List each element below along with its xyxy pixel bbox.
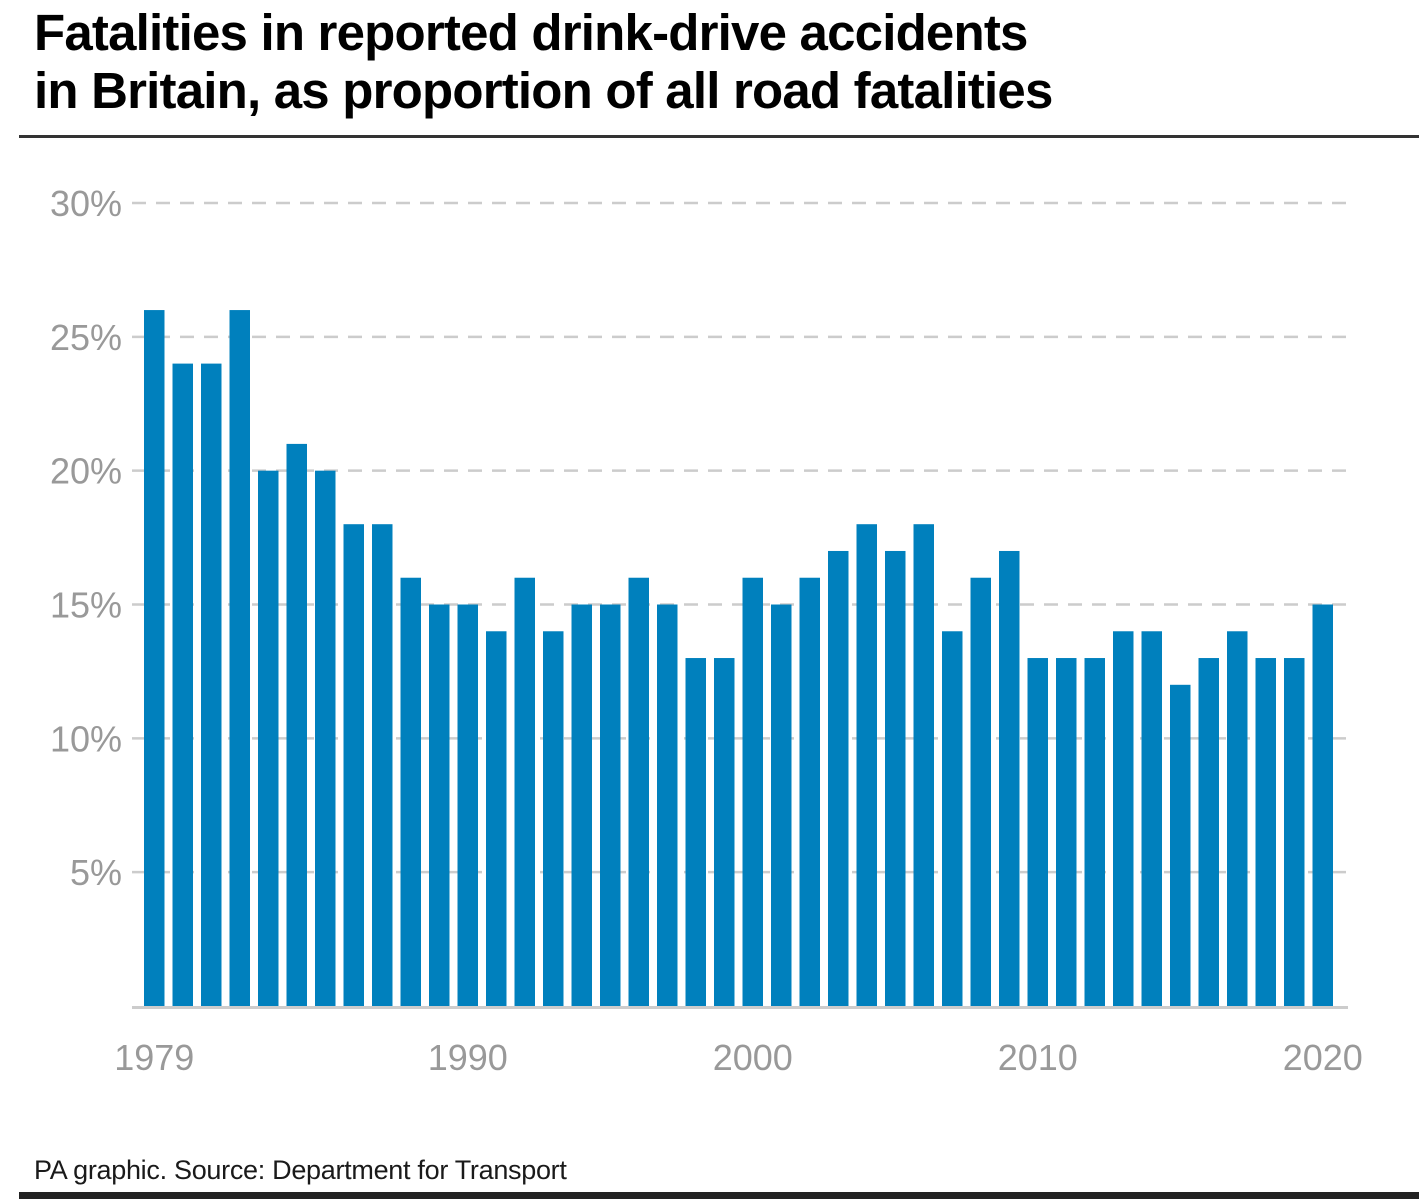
x-tick-label: 2000	[713, 1037, 793, 1078]
bar: 2002: 16%	[799, 577, 820, 1006]
x-tick-label: 2010	[998, 1037, 1078, 1078]
bar: 2001: 15%	[771, 604, 792, 1006]
title-divider	[19, 135, 1419, 138]
bar: 1979: 26%	[144, 310, 165, 1007]
y-tick-label: 5%	[70, 852, 122, 893]
bar: 1998: 13%	[685, 658, 706, 1006]
bar: 2010: 13%	[1027, 658, 1048, 1006]
x-tick-label: 2020	[1283, 1037, 1363, 1078]
x-tick-label: 1990	[428, 1037, 508, 1078]
bar: 1999: 13%	[714, 658, 735, 1006]
bar: 2012: 13%	[1084, 658, 1105, 1006]
bar: 2000: 16%	[742, 577, 763, 1006]
bar: 1994: 15%	[571, 604, 592, 1006]
bar: 2004: 18%	[856, 524, 877, 1006]
chart-title-line-2: in Britain, as proportion of all road fa…	[34, 62, 1053, 119]
bar: 2020: 15%	[1312, 604, 1333, 1006]
y-tick-label: 30%	[50, 183, 122, 224]
bar: 2014: 14%	[1141, 631, 1162, 1006]
y-axis-ticks: 5% 10% 15% 20% 25% 30%	[50, 183, 122, 893]
bar: 2006: 18%	[913, 524, 934, 1006]
x-tick-label: 1979	[114, 1037, 194, 1078]
gridlines	[132, 201, 1348, 874]
bar: 2019: 13%	[1284, 658, 1305, 1006]
y-tick-label: 10%	[50, 718, 122, 759]
y-tick-label: 15%	[50, 585, 122, 626]
bar: 1985: 20%	[315, 470, 336, 1007]
bar: 1984: 21%	[286, 443, 307, 1006]
bar: 2016: 13%	[1198, 658, 1219, 1006]
bar: 1996: 16%	[628, 577, 649, 1006]
chart-title-line-1: Fatalities in reported drink-drive accid…	[34, 4, 1028, 61]
bar: 1982: 26%	[229, 310, 250, 1007]
bar: 2015: 12%	[1170, 684, 1191, 1006]
bar: 1997: 15%	[657, 604, 678, 1006]
bar: 1991: 14%	[486, 631, 507, 1006]
bar: 2013: 14%	[1113, 631, 1134, 1006]
bar: 1988: 16%	[400, 577, 421, 1006]
bar: 1993: 14%	[543, 631, 564, 1006]
y-tick-label: 25%	[50, 317, 122, 358]
bar: 2007: 14%	[942, 631, 963, 1006]
bar: 1981: 24%	[201, 363, 222, 1007]
y-tick-label: 20%	[50, 451, 122, 492]
bar: 1992: 16%	[514, 577, 535, 1006]
bar: 1980: 24%	[172, 363, 193, 1007]
footer-bar	[19, 1192, 1419, 1199]
bar: 2009: 17%	[999, 550, 1020, 1006]
bar: 1995: 15%	[600, 604, 621, 1006]
source-credit: PA graphic. Source: Department for Trans…	[34, 1155, 567, 1185]
bar: 1986: 18%	[343, 524, 364, 1006]
bar: 2003: 17%	[828, 550, 849, 1006]
bar: 1990: 15%	[457, 604, 478, 1006]
bar: 1989: 15%	[429, 604, 450, 1006]
bars: 1979: 26% 1980: 24% 1981: 24% 1982: 26% 1983…	[144, 310, 1333, 1007]
bar: 1987: 18%	[372, 524, 393, 1006]
bar: 2011: 13%	[1056, 658, 1077, 1006]
chart-title: Fatalities in reported drink-drive accid…	[34, 4, 1414, 120]
bar: 2008: 16%	[970, 577, 991, 1006]
bar: 2005: 17%	[885, 550, 906, 1006]
bar: 2018: 13%	[1255, 658, 1276, 1006]
bar: 2017: 14%	[1227, 631, 1248, 1006]
bar: 1983: 20%	[258, 470, 279, 1007]
x-axis-ticks: 1979 1990 2000 2010 2020	[114, 1037, 1363, 1078]
